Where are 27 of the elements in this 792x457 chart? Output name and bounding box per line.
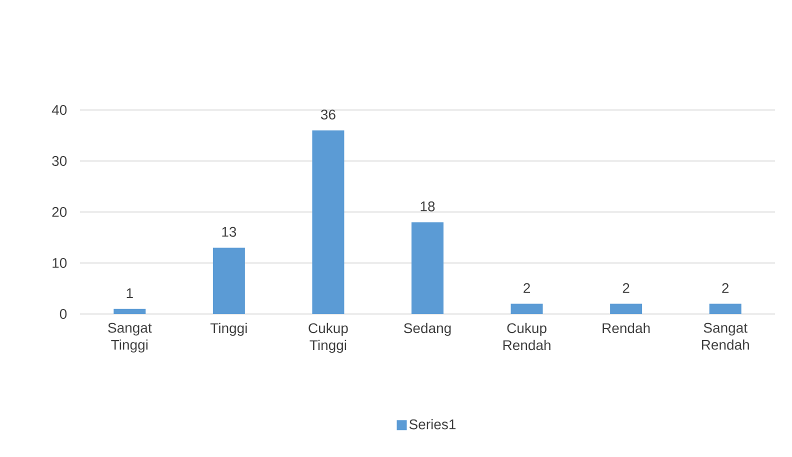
x-tick-label: Cukup Tinggi	[308, 322, 348, 353]
x-tick-label: Sedang	[404, 322, 451, 336]
data-label: 2	[622, 283, 630, 293]
y-tick-label: 0	[60, 309, 67, 319]
bar	[114, 308, 146, 314]
y-tick-label: 20	[52, 207, 67, 217]
x-tick-label: Rendah	[602, 322, 650, 334]
bar	[412, 222, 444, 314]
legend-label: Series1	[409, 419, 456, 430]
bar	[212, 248, 245, 314]
x-tick-label: Cukup Rendah	[503, 322, 550, 350]
data-label: 13	[222, 226, 236, 237]
data-label: 2	[722, 283, 729, 293]
x-tick-label: Sangat Tinggi	[108, 322, 152, 353]
data-label: 36	[320, 110, 336, 120]
bar	[312, 130, 344, 314]
bar	[610, 304, 642, 314]
bar	[510, 304, 543, 314]
data-label: 18	[420, 201, 435, 212]
data-label: 2	[524, 283, 530, 293]
x-tick-label: Sangat Rendah	[702, 322, 749, 350]
x-tick-label: Tinggi	[210, 322, 247, 336]
y-tick-label: 30	[52, 156, 67, 166]
bar	[709, 304, 742, 314]
data-label: 1	[126, 288, 133, 298]
y-tick-label: 40	[52, 105, 67, 115]
y-tick-label: 10	[52, 258, 67, 268]
